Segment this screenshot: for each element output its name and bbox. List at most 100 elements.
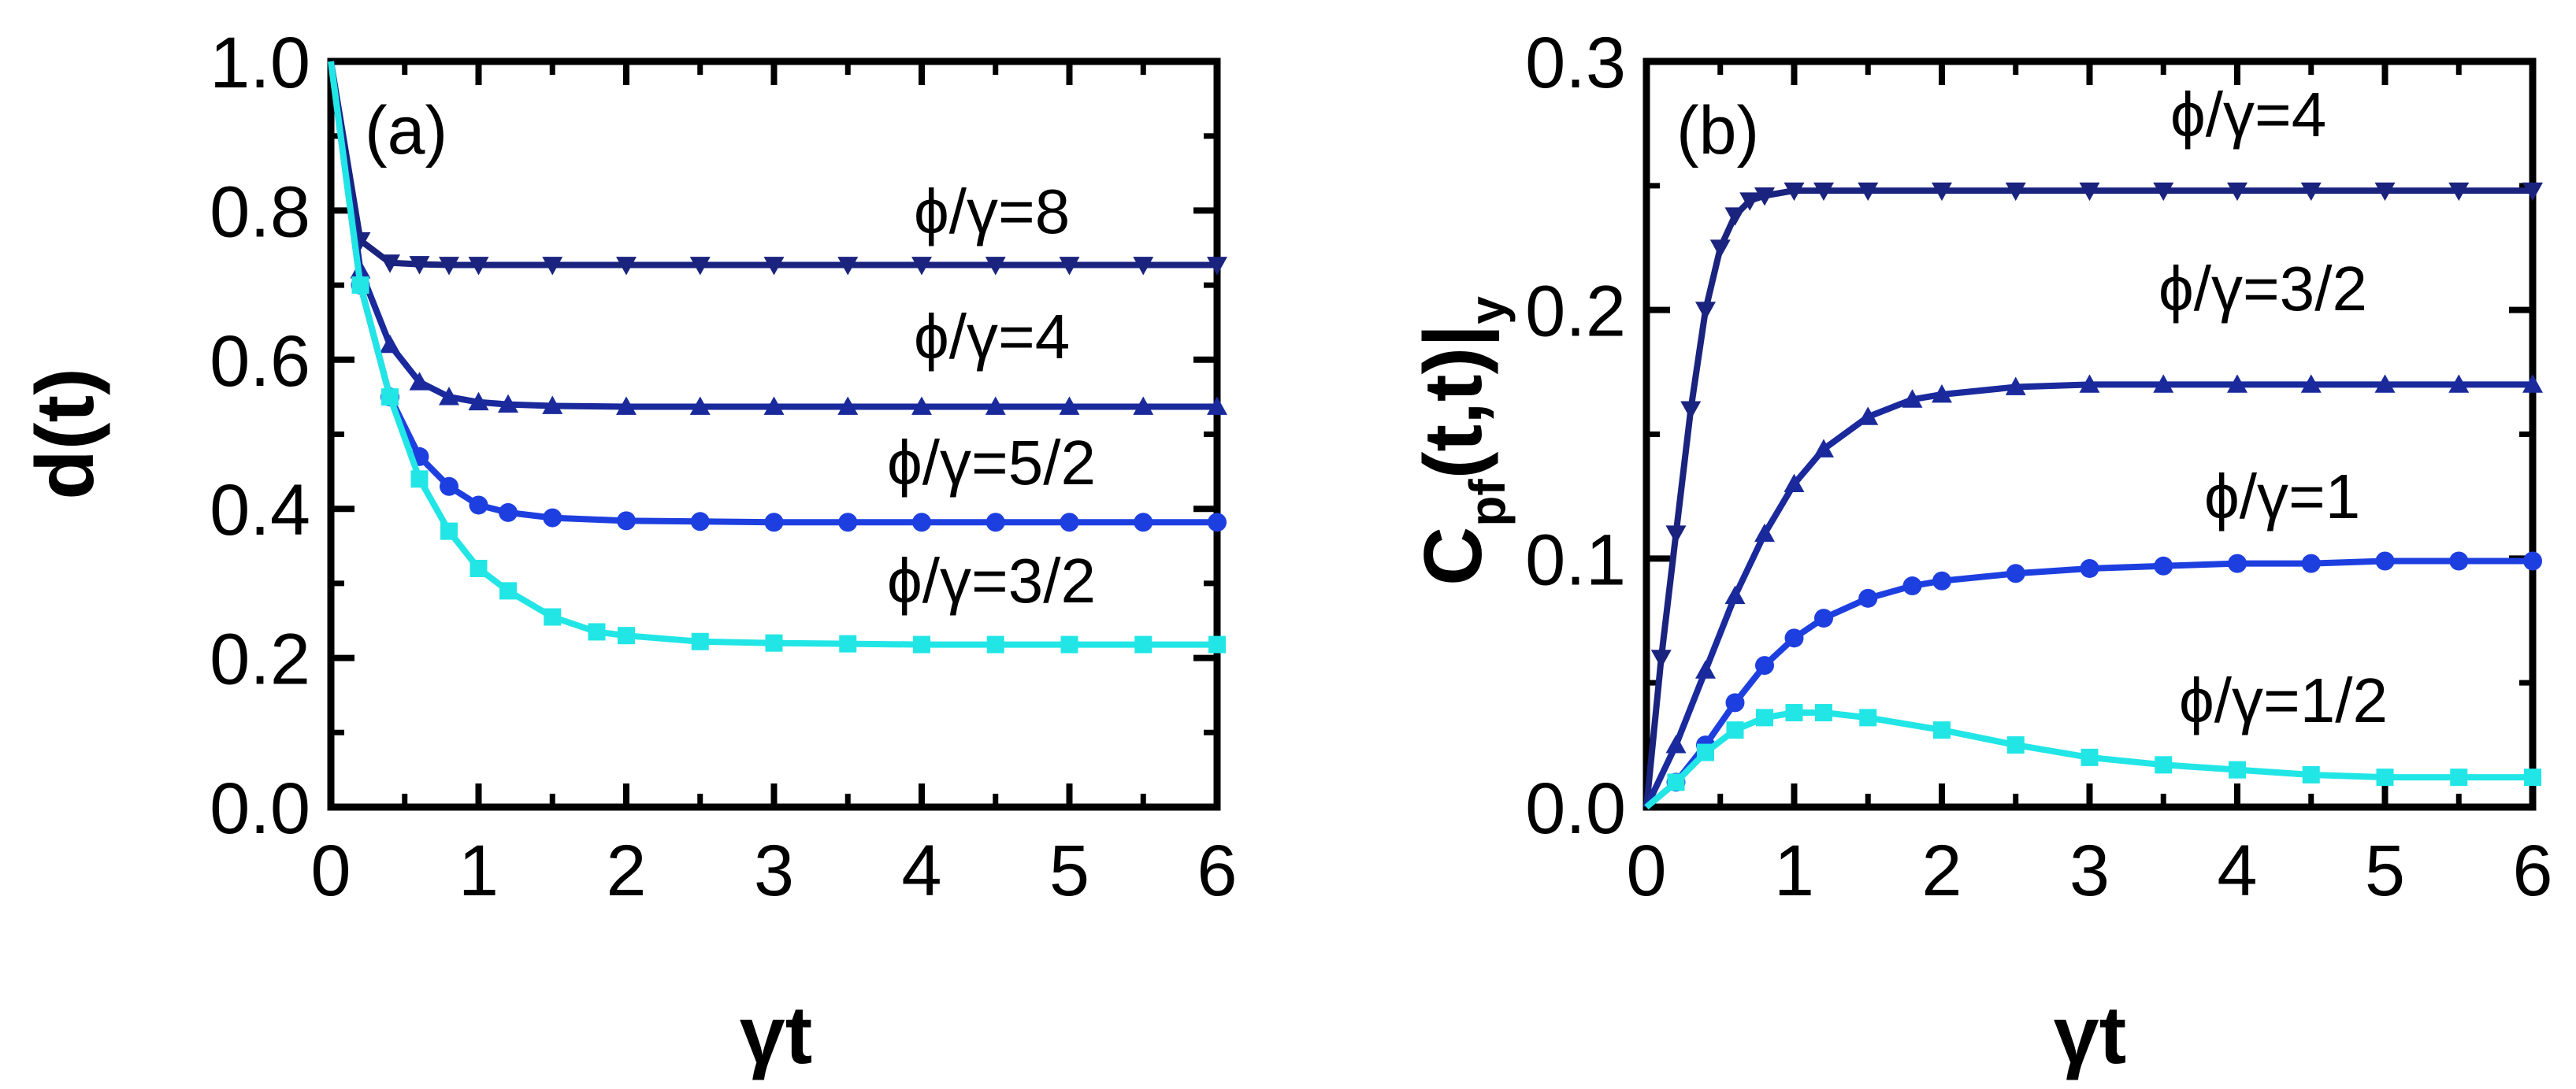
panel-a-series-0-point (616, 257, 637, 276)
panel-b-series-1-point (2153, 374, 2174, 393)
panel-a-y-tick-label: 0.4 (210, 470, 310, 550)
panel-b-annotation-2: ϕ/γ=3/2 (2158, 254, 2367, 324)
panel-b-series-3-point (2155, 756, 2173, 774)
panel-a-series-2-point (838, 513, 858, 532)
panel-b-annotation-1: ϕ/γ=4 (2170, 80, 2326, 150)
panel-b-series-0-point (2227, 182, 2248, 202)
panel-a-series-0-point (542, 257, 563, 276)
panel-b-series-1-point (2005, 376, 2026, 395)
panel-a-annotation-4: ϕ/γ=3/2 (887, 546, 1096, 616)
panel-a-series-3-point (440, 522, 458, 540)
panel-b-series-0-point (1724, 207, 1746, 226)
panel-b-series-3-point (1756, 709, 1773, 727)
panel-b-series-2-point (2154, 556, 2173, 576)
panel-b-series-3-point (2302, 765, 2320, 783)
panel-a-series-2-point (543, 508, 562, 528)
panel-b: 0 1 2 3 4 5 6 0.0 0.1 0.2 0.3 (b) ϕ/γ=4 ϕ/γ=3/2 ϕ/… (1408, 23, 2553, 1081)
panel-a-series-3-point (544, 608, 562, 626)
panel-a-series-0-point (763, 257, 785, 276)
panel-b-series-line-2 (1644, 557, 2533, 810)
panel-b-annotation-3: ϕ/γ=1 (2204, 461, 2360, 532)
panel-a-series-0-point (1207, 257, 1227, 276)
panel-a-series-1-point (439, 387, 459, 406)
panel-a-series-2-point (690, 512, 710, 532)
panel-a-series-2-point (499, 502, 518, 522)
panel-b-series-0-point (1680, 401, 1702, 420)
panel-b-series-3-point (2229, 761, 2246, 779)
panel-b-series-1-point (1902, 389, 1923, 408)
panel-b-series-2-point (1932, 571, 1951, 591)
panel-a-series-line-0 (328, 61, 1217, 269)
panel-a-series-2-point (1134, 513, 1153, 532)
panel-a-series-1-point (542, 395, 563, 414)
panel-b-series-2-point (2006, 564, 2025, 583)
panel-a-series-3-point (691, 632, 709, 650)
panel-b-series-3-point (1667, 773, 1685, 791)
panel-b-x-tick-label: 5 (2365, 831, 2405, 911)
panel-a-series-1-point (409, 372, 430, 391)
panel-a-x-tick-label: 4 (901, 831, 941, 911)
panel-a-series-3-point (1060, 635, 1078, 654)
panel-b-series-0-point (2005, 182, 2026, 202)
panel-b-series-0-point (1784, 182, 1805, 202)
panel-a-series-2-point (912, 513, 931, 532)
panel-b-series-2-point (2523, 551, 2542, 571)
panel-b-series-0-point (2300, 182, 2322, 202)
panel-b-series-line-1 (1643, 381, 2533, 809)
panel-b-series-0-point (1695, 302, 1716, 320)
panel-b-y-tick-label: 0.0 (1525, 769, 1626, 849)
panel-b-y-axis-title-sub2: y (1459, 296, 1516, 324)
panel-a-series-1-point (689, 396, 711, 415)
panel-b-series-1-point (2448, 374, 2470, 393)
panel-a-series-3-point (1208, 635, 1226, 654)
panel-a-series-1-point (1133, 396, 1154, 415)
panel-a-series-1-point (1059, 396, 1080, 415)
panel-b-y-axis-title: Cpf(t,t)|y (1408, 296, 1516, 586)
panel-a-series-1-point (616, 396, 637, 415)
panel-a-series-1-point (837, 396, 859, 415)
panel-b-series-3-point (2450, 769, 2468, 787)
panel-b-series (1643, 182, 2543, 810)
panel-a-series-3-point (913, 635, 930, 654)
panel-a-y-tick-label: 0.6 (210, 321, 310, 402)
panel-b-series-1-point (2522, 374, 2543, 393)
panel-b-series-1-point (1784, 473, 1805, 493)
panel-a-series-3-point (381, 388, 399, 406)
panel-a-series-2-point (617, 511, 636, 531)
panel-b-series-2-point (2080, 558, 2099, 578)
panel-b-series-2-point (2449, 551, 2469, 571)
panel-b-series-3-point (2006, 736, 2025, 754)
panel-b-series-1-point (1858, 406, 1879, 425)
panel-a-series-2-point (985, 513, 1005, 532)
panel-b-series-0-point (1813, 182, 1834, 202)
panel-b-series-0-point (2374, 182, 2396, 202)
panel-a-series-1-point (380, 334, 400, 354)
panel-b-series-1-point (1932, 383, 1952, 403)
panel-b-series-3-point (1815, 704, 1832, 722)
panel-b-series-3-point (1859, 709, 1877, 727)
panel-b-series-1-point (2374, 374, 2396, 393)
panel-b-y-axis-title-rest: (t,t)| (1408, 324, 1500, 480)
panel-b-series-2-point (2375, 551, 2395, 571)
panel-a-series-2-point (764, 513, 784, 532)
panel-a: 0 1 2 3 4 5 6 0.0 0.2 0.4 0.6 0.8 1.0 (a) ϕ/γ=8 ϕ/γ=… (20, 23, 1238, 1081)
panel-b-series-3-point (1933, 721, 1951, 739)
panel-b-x-axis-title: γt (2054, 990, 2126, 1081)
panel-b-series-0-point (1739, 192, 1761, 211)
panel-a-series-1-point (468, 391, 489, 411)
panel-a-series-3-point (410, 470, 429, 488)
panel-b-series-0-point (2079, 182, 2100, 202)
panel-b-y-tick-label: 0.2 (1525, 272, 1626, 352)
panel-a-y-tick-label: 0.8 (210, 172, 310, 252)
panel-a-series-3-point (1134, 635, 1153, 654)
panel-b-series-0-point (2448, 182, 2470, 202)
panel-a-series-3-point (839, 635, 857, 653)
panel-b-x-tick-label: 3 (2069, 831, 2110, 911)
panel-b-series-1-point (2079, 374, 2100, 393)
panel-a-series-3-point (986, 635, 1004, 654)
panel-a-series-3-point (499, 582, 517, 600)
panel-b-x-tick-label: 0 (1626, 831, 1666, 911)
panel-b-series-0-point (1650, 650, 1672, 669)
panel-b-series-1-point (1724, 585, 1746, 605)
